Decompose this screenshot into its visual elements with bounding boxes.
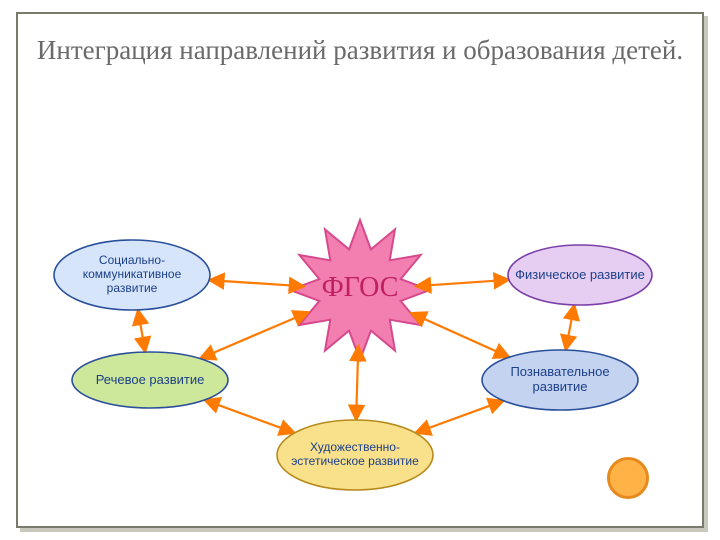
node-label-art: Художественно-эстетическое развитие (277, 420, 433, 490)
slide: Интеграция направлений развития и образо… (0, 0, 720, 540)
node-label-social: Социально-коммуникативное развитие (54, 240, 210, 310)
accent-circle-icon (607, 457, 649, 499)
node-label-cognitive: Познавательное развитие (482, 350, 638, 410)
slide-title: Интеграция направлений развития и образо… (0, 34, 720, 68)
node-label-speech: Речевое развитие (72, 352, 228, 408)
node-label-physical: Физическое развитие (508, 245, 652, 305)
center-label: ФГОС (300, 272, 420, 304)
